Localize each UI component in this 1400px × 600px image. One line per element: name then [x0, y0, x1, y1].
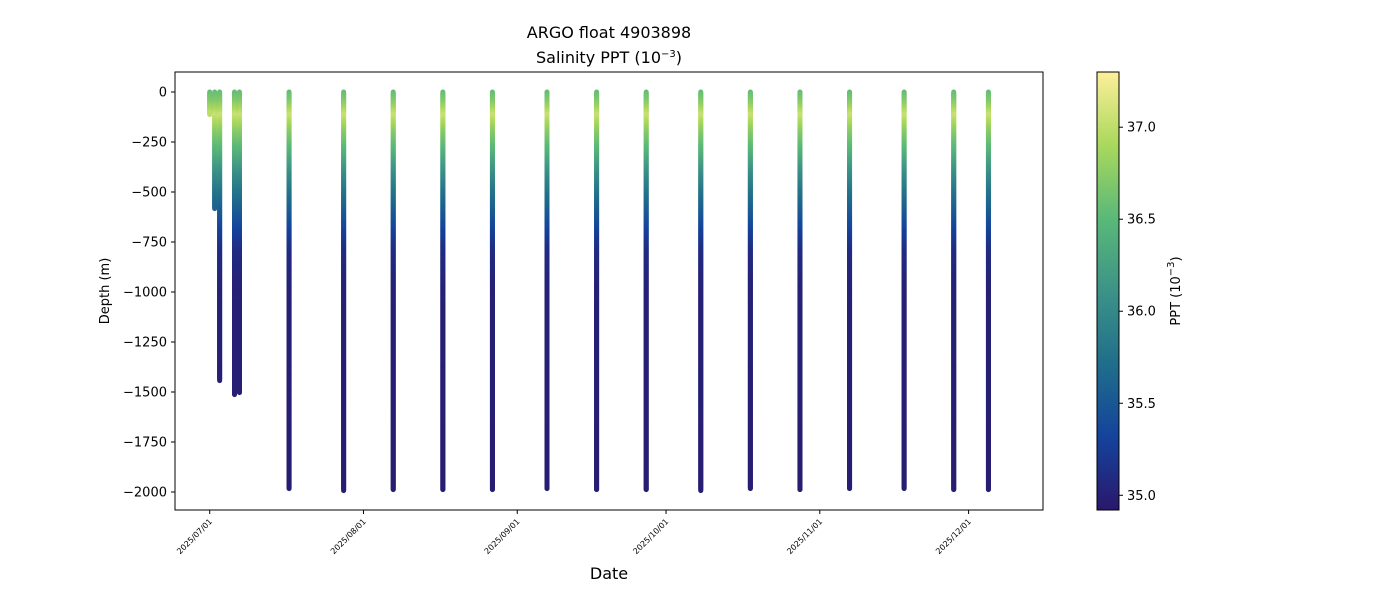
x-tick-label: 2025/07/01 [175, 517, 214, 556]
colorbar-tick-label: 35.5 [1127, 397, 1156, 412]
y-tick-label: −1750 [123, 436, 167, 451]
y-tick-label: −750 [131, 236, 167, 251]
y-tick-label: −250 [131, 136, 167, 151]
colorbar-tick-label: 36.5 [1127, 213, 1156, 228]
x-axis-label: Date [590, 564, 628, 583]
y-tick-label: −500 [131, 186, 167, 201]
colorbar-ticks: 35.0 35.5 36.0 36.5 37.0 [1119, 121, 1156, 504]
x-tick-label: 2025/09/01 [483, 517, 522, 556]
plot-area [175, 72, 1043, 510]
colorbar-tick-label: 36.0 [1127, 305, 1156, 320]
y-tick-label: −1250 [123, 336, 167, 351]
y-tick-label: −1000 [123, 286, 167, 301]
y-axis: 0 −250 −500 −750 −1000 −1250 −1500 −1750 −2000 [123, 86, 175, 501]
plot-frame [174, 71, 1044, 511]
colorbar [1096, 71, 1120, 511]
x-tick-label: 2025/10/01 [631, 517, 670, 556]
y-tick-label: −2000 [123, 486, 167, 501]
y-tick-label: −1500 [123, 386, 167, 401]
chart-subtitle: Salinity PPT (10−3) [536, 48, 682, 67]
profiles-layer [207, 89, 991, 494]
y-tick-label: 0 [159, 86, 167, 101]
chart-title: ARGO float 4903898 [527, 23, 691, 42]
colorbar-label: PPT (10−3) [1166, 256, 1184, 325]
y-axis-label: Depth (m) [98, 258, 113, 325]
x-tick-label: 2025/08/01 [329, 517, 368, 556]
x-tick-label: 2025/11/01 [785, 517, 824, 556]
x-tick-label: 2025/12/01 [934, 517, 973, 556]
colorbar-tick-label: 35.0 [1127, 489, 1156, 504]
colorbar-tick-label: 37.0 [1127, 121, 1156, 136]
x-axis: 2025/07/01 2025/08/01 2025/09/01 2025/10/01… [175, 510, 973, 556]
